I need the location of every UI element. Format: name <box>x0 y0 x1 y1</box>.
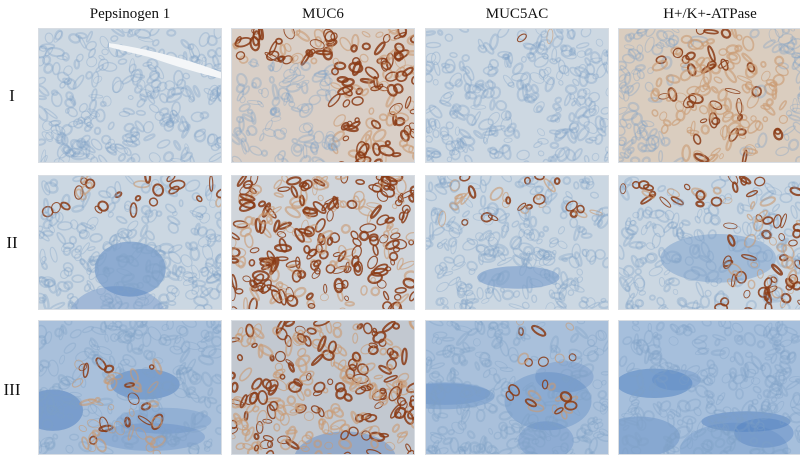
micrograph-panel-r1-c1 <box>38 28 222 163</box>
row-label-ii: II <box>6 233 18 252</box>
micrograph-panel-r3-c1 <box>38 320 222 455</box>
micrograph-panel-r1-c3 <box>425 28 609 163</box>
column-header-muc5ac: MUC5AC <box>485 6 549 22</box>
micrograph-panel-r1-c4 <box>618 28 800 163</box>
column-header-pepsinogen-1: Pepsinogen 1 <box>89 6 171 22</box>
micrograph-panel-r1-c2 <box>231 28 415 163</box>
row-label-iii: III <box>3 380 21 399</box>
row-label-i: I <box>9 86 15 105</box>
micrograph-panel-r3-c3 <box>425 320 609 455</box>
micrograph-panel-r2-c3 <box>425 175 609 310</box>
column-header-h-k-atpase: H+/K+-ATPase <box>663 6 757 22</box>
column-header-muc6: MUC6 <box>302 6 344 22</box>
micrograph-panel-r2-c2 <box>231 175 415 310</box>
micrograph-panel-r3-c2 <box>231 320 415 455</box>
micrograph-panel-r3-c4 <box>618 320 800 455</box>
micrograph-panel-r2-c4 <box>618 175 800 310</box>
micrograph-panel-r2-c1 <box>38 175 222 310</box>
